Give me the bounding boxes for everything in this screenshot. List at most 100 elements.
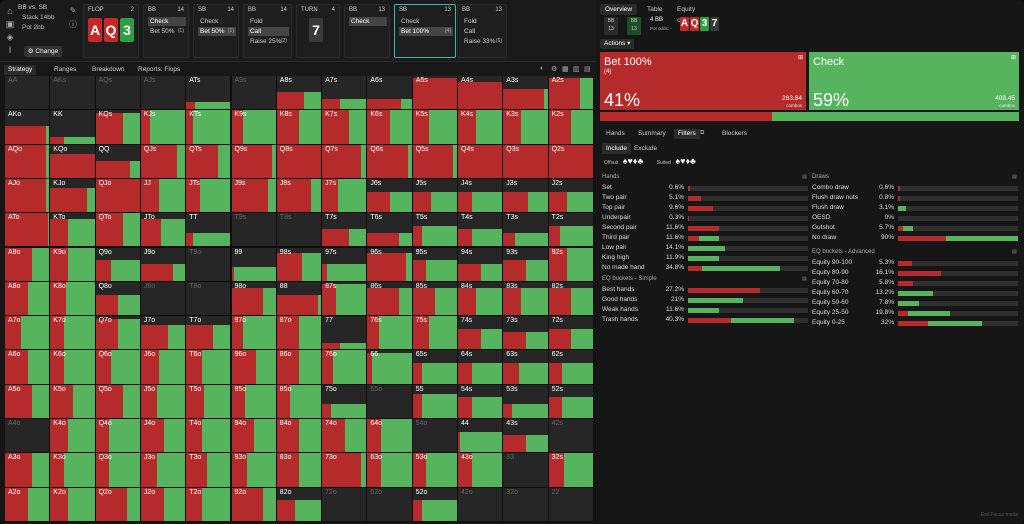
street-column[interactable]: BB 13 Fold Call Raise 33% (6) <box>457 4 507 58</box>
street-column[interactable]: TURN 4 7 <box>296 4 340 58</box>
hand-cell[interactable]: J4o <box>140 419 187 454</box>
hand-cell[interactable]: A9o <box>5 247 51 282</box>
hand-cell[interactable]: J2s <box>548 178 594 214</box>
hand-cell[interactable]: J3o <box>140 453 187 488</box>
tab-summary[interactable]: Summary <box>638 130 666 137</box>
hand-cell[interactable]: K6o <box>50 350 96 385</box>
action-option[interactable]: Check <box>198 17 236 26</box>
hand-cell[interactable]: A2s <box>548 76 594 111</box>
hand-cell[interactable]: KTs <box>186 110 232 145</box>
exclude-toggle[interactable]: Exclude <box>634 145 658 152</box>
hand-cell[interactable]: 55 <box>412 384 458 419</box>
hand-cell[interactable]: 93o <box>231 453 277 488</box>
tab-equity-chart[interactable]: Equity chart <box>677 6 696 24</box>
hand-cell[interactable]: 44 <box>458 419 504 454</box>
hand-cell[interactable]: T3s <box>503 213 549 248</box>
hand-cell[interactable]: T4s <box>458 213 504 248</box>
hand-cell[interactable]: TT <box>186 213 232 248</box>
tab-ranges[interactable]: Ranges <box>54 66 77 73</box>
hand-cell[interactable]: Q4s <box>458 144 504 179</box>
hand-cell[interactable]: JTo <box>140 213 187 248</box>
filter-row[interactable]: Good hands 21% <box>602 296 812 305</box>
hand-cell[interactable]: KQo <box>50 144 96 179</box>
info-icon[interactable]: ⓘ <box>69 20 77 29</box>
hand-cell[interactable]: Q8s <box>276 144 323 179</box>
filter-row[interactable]: Low pair 14.1% <box>602 244 812 253</box>
hand-cell[interactable]: 86o <box>276 350 323 385</box>
hand-cell[interactable]: 33 <box>503 453 549 488</box>
hand-cell[interactable]: K8o <box>50 281 96 317</box>
hand-cell[interactable]: J3s <box>503 178 549 214</box>
hand-cell[interactable]: T9s <box>231 213 277 248</box>
hand-cell[interactable]: T8s <box>276 213 323 248</box>
hand-cell[interactable]: 98s <box>276 247 323 282</box>
hand-cell[interactable]: 65s <box>412 350 458 385</box>
action-option[interactable]: Raise 33% (6) <box>462 37 504 46</box>
hand-cell[interactable]: KQs <box>95 110 141 145</box>
hand-cell[interactable]: T6s <box>367 213 413 248</box>
hand-cell[interactable]: J5s <box>412 178 458 214</box>
hand-cell[interactable]: A8o <box>5 281 51 317</box>
street-column[interactable]: FLOP 2 A Q 3 <box>83 4 139 58</box>
hand-cell[interactable]: T5o <box>186 384 232 419</box>
hand-cell[interactable]: ATo <box>5 213 51 248</box>
hand-cell[interactable]: 54s <box>458 384 504 419</box>
hand-cell[interactable]: 95o <box>231 384 277 419</box>
hand-cell[interactable]: A6s <box>367 76 413 111</box>
street-column[interactable]: BB 14 Check Bet 50% (1) <box>143 4 189 58</box>
hand-cell[interactable]: 74o <box>322 419 368 454</box>
hand-cell[interactable]: Q6o <box>95 350 141 385</box>
hand-cell[interactable]: 54o <box>412 419 458 454</box>
hand-cell[interactable]: 96o <box>231 350 277 385</box>
filter-row[interactable]: Third pair 11.6% <box>602 234 812 243</box>
filter-row[interactable]: Equity 60-70 13.2% <box>812 289 1022 298</box>
hand-cell[interactable]: A8s <box>276 76 323 111</box>
hand-cell[interactable]: T5s <box>412 213 458 248</box>
hand-cell[interactable]: 76o <box>322 350 368 385</box>
expand-icon-2[interactable]: ⊞ <box>1010 55 1016 61</box>
hand-cell[interactable]: 86s <box>367 281 413 317</box>
hand-cell[interactable]: 52o <box>412 487 458 522</box>
tab-filters[interactable]: Filters <box>674 129 700 139</box>
hand-cell[interactable]: 85s <box>412 281 458 317</box>
hand-cell[interactable]: 83o <box>276 453 323 488</box>
hand-cell[interactable]: QJo <box>95 178 141 214</box>
hand-cell[interactable]: 75s <box>412 316 458 351</box>
filter-row[interactable]: Weak hands 11.6% <box>602 306 812 315</box>
grid-view-icon[interactable]: ▦ <box>562 66 569 73</box>
hand-cell[interactable]: 94o <box>231 419 277 454</box>
hand-cell[interactable]: A4s <box>458 76 504 111</box>
cards-icon[interactable]: ▣ <box>5 19 15 29</box>
filter-row[interactable]: Best hands 27.2% <box>602 286 812 295</box>
filter-row[interactable]: Top pair 9.6% <box>602 204 812 213</box>
hand-cell[interactable]: 75o <box>322 384 368 419</box>
hand-cell[interactable]: KTo <box>50 213 96 248</box>
hand-cell[interactable]: Q6s <box>367 144 413 179</box>
street-column[interactable]: SB 13 Check Bet 100% (4) <box>394 4 456 58</box>
hand-cell[interactable]: 83s <box>503 281 549 317</box>
filter-row[interactable]: Combo draw 0.6% <box>812 184 1022 193</box>
hand-cell[interactable]: 64o <box>367 419 413 454</box>
expand-icon[interactable]: ⊞ <box>797 55 803 61</box>
hand-cell[interactable]: K7s <box>322 110 368 145</box>
hand-cell[interactable]: 97s <box>322 247 368 282</box>
hand-cell[interactable]: K6s <box>367 110 413 145</box>
matchup-title[interactable]: BB vs. SB <box>18 4 48 11</box>
filter-row[interactable]: Flush draw nuts 0.8% <box>812 194 1022 203</box>
hand-cell[interactable]: J8o <box>140 281 187 317</box>
hand-cell[interactable]: 32o <box>503 487 549 522</box>
hand-cell[interactable]: 96s <box>367 247 413 282</box>
hand-cell[interactable]: T2s <box>548 213 594 248</box>
hand-cell[interactable]: K2o <box>50 487 96 522</box>
action-option[interactable]: Call <box>462 27 504 36</box>
hand-cell[interactable]: Q5o <box>95 384 141 419</box>
hand-cell[interactable]: A3s <box>503 76 549 111</box>
hand-cell[interactable]: 66 <box>367 350 413 385</box>
hand-cell[interactable]: A5o <box>5 384 51 419</box>
tab-blockers[interactable]: Blockers <box>722 130 747 137</box>
hand-cell[interactable]: 63s <box>503 350 549 385</box>
hand-cell[interactable]: A4o <box>5 419 51 454</box>
hand-cell[interactable]: QTs <box>186 144 232 179</box>
actions-dropdown[interactable]: Actions ▾ <box>600 39 634 49</box>
street-column[interactable]: BB 14 Fold Call Raise 25% (2) <box>243 4 292 58</box>
